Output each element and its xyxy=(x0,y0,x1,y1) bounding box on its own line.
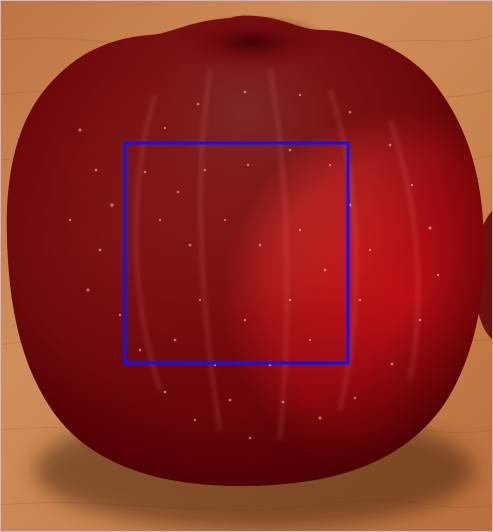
skin-streaks xyxy=(134,69,420,441)
apple-right-shadow xyxy=(6,15,485,486)
selection-box xyxy=(123,141,350,365)
skin-speckles xyxy=(68,90,440,440)
stem-well xyxy=(170,14,334,70)
